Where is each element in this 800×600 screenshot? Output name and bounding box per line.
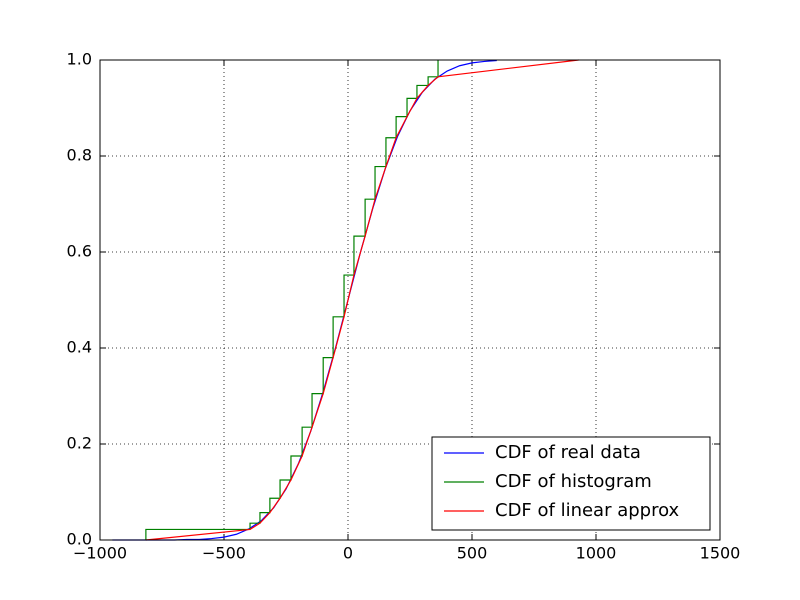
y-tick-label: 0.0: [67, 530, 92, 549]
legend-label: CDF of linear approx: [495, 500, 680, 521]
legend-label: CDF of real data: [495, 442, 641, 463]
y-tick-label: 1.0: [67, 50, 92, 69]
y-tick-label: 0.4: [67, 338, 92, 357]
series-line: [145, 59, 579, 541]
y-tick-label: 0.6: [67, 242, 92, 261]
x-tick-label: 1000: [576, 544, 617, 563]
x-tick-label: −1000: [73, 544, 127, 563]
x-tick-label: 500: [457, 544, 488, 563]
legend-label: CDF of histogram: [495, 471, 652, 492]
y-tick-label: 0.8: [67, 146, 92, 165]
plot-frame: [99, 59, 721, 541]
x-tick-label: −500: [202, 544, 246, 563]
series-line: [145, 60, 439, 540]
x-tick-label: 0: [343, 544, 353, 563]
legend: CDF of real data CDF of histogram CDF of l…: [431, 436, 711, 531]
x-tick-label: 1500: [700, 544, 741, 563]
y-tick-label: 0.2: [67, 434, 92, 453]
